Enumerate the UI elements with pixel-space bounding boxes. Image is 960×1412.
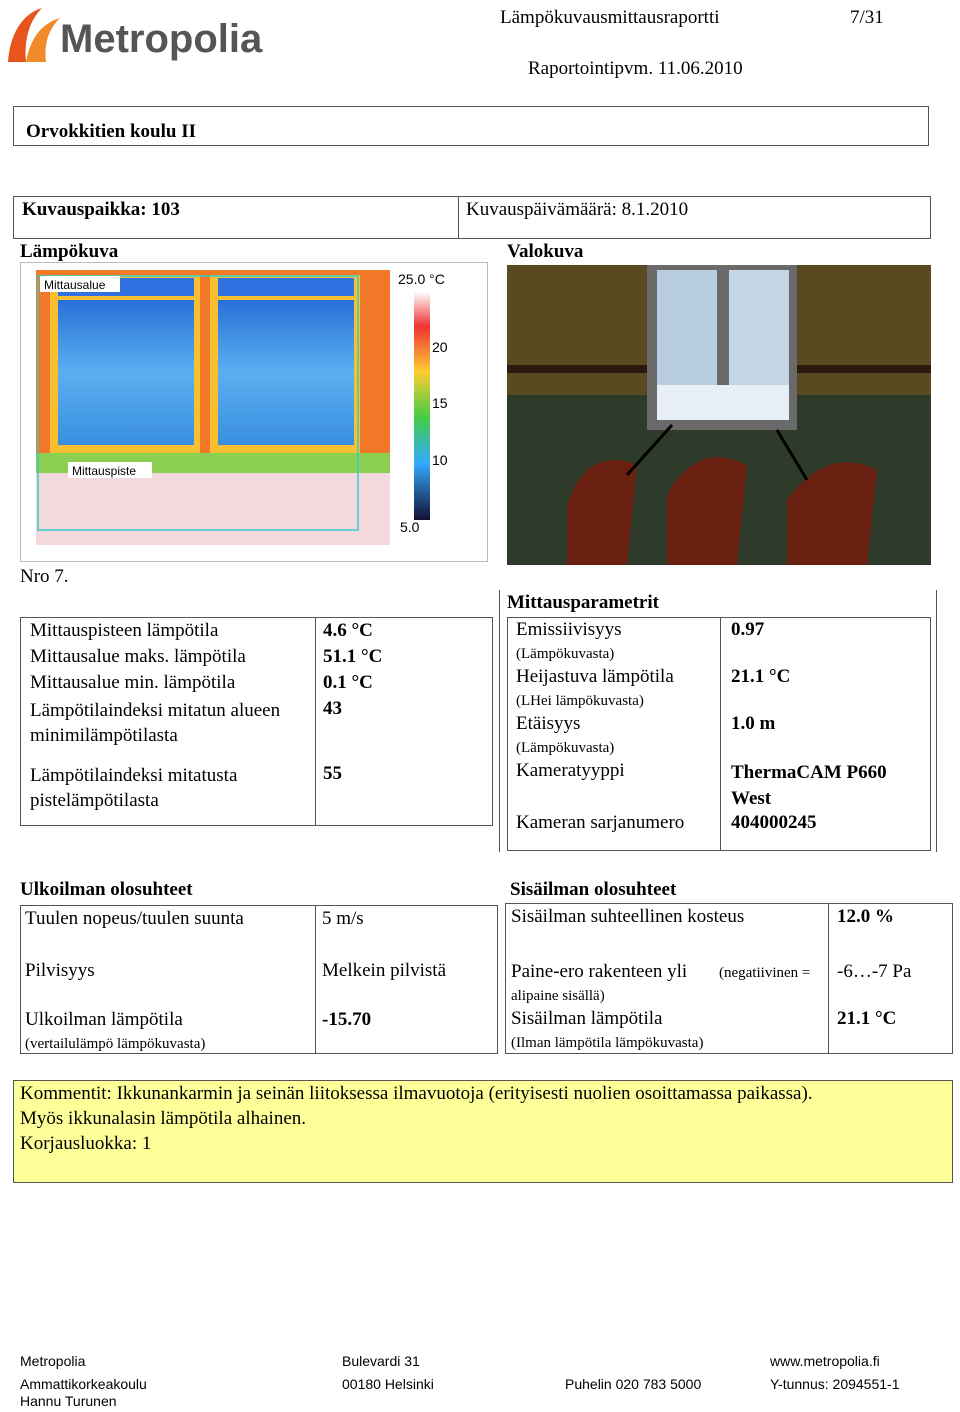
- param-value: 0.97: [731, 619, 765, 640]
- outdoor-box: [20, 905, 498, 1054]
- measure-label: Lämpötilaindeksi mitatusta pistelämpötil…: [30, 765, 238, 811]
- shoot-date: Kuvauspäivämäärä: 8.1.2010: [466, 199, 689, 220]
- scale-label: 15: [432, 395, 448, 411]
- divider: [828, 903, 829, 1054]
- param-sub: (Lämpökuvasta): [516, 740, 615, 756]
- page-number: 7/31: [850, 7, 884, 28]
- measure-value: 0.1 °C: [323, 672, 373, 693]
- spot-label: Mittauspiste: [72, 464, 136, 478]
- divider: [936, 590, 937, 852]
- divider: [499, 590, 500, 852]
- outdoor-label: Pilvisyys: [25, 960, 95, 981]
- param-value: ThermaCAM P660 West: [731, 762, 887, 809]
- area-label: Mittausalue: [44, 278, 106, 292]
- indoor-heading: Sisäilman olosuhteet: [510, 879, 677, 900]
- logo: Metropolia: [8, 8, 263, 62]
- photo-heading: Valokuva: [507, 241, 584, 262]
- site: Orvokkitien koulu II: [26, 121, 196, 142]
- outdoor-label: Ulkoilman lämpötila: [25, 1009, 183, 1030]
- param-heading: Mittausparametrit: [507, 592, 659, 613]
- measure-value: 51.1 °C: [323, 646, 383, 667]
- report-date: Raportointipvm. 11.06.2010: [528, 58, 743, 79]
- scale-label: 10: [432, 452, 448, 468]
- footer-link[interactable]: www.metropolia.fi: [770, 1353, 880, 1369]
- divider: [315, 905, 316, 1054]
- scale-label: 20: [432, 339, 448, 355]
- measure-value: 4.6 °C: [323, 620, 373, 641]
- indoor-value: 21.1 °C: [837, 1008, 897, 1029]
- title: Lämpökuvausmittausraportti: [500, 7, 720, 28]
- comment: Myös ikkunalasin lämpötila alhainen.: [20, 1108, 307, 1129]
- thermal-image: Mittausalue Mittauspiste 25.0 °C 20 15 1…: [36, 270, 486, 548]
- scale: 25.0 °C 20 15 10 5.0: [398, 271, 448, 535]
- footer: Hannu Turunen: [20, 1393, 117, 1409]
- measure-value: 55: [323, 763, 342, 784]
- param-box: [507, 617, 931, 851]
- indoor-sub: (negatiivinen = alipaine sisällä): [511, 965, 811, 1004]
- footer: Puhelin 020 783 5000: [565, 1376, 702, 1392]
- comment: Kommentit: Ikkunankarmin ja seinän liito…: [20, 1083, 813, 1104]
- photo: [507, 265, 931, 565]
- comment: Korjausluokka: 1: [20, 1133, 152, 1154]
- divider: [315, 617, 316, 826]
- divider: [458, 196, 459, 239]
- param-value: 21.1 °C: [731, 666, 791, 687]
- site-box: [13, 106, 929, 146]
- comment-box: [13, 1080, 953, 1183]
- param-sub: (LHei lämpökuvasta): [516, 693, 644, 709]
- outdoor-value: 5 m/s: [322, 908, 364, 929]
- param-label: Kameran sarjanumero: [516, 812, 685, 833]
- measure-label: Mittausalue min. lämpötila: [30, 672, 236, 693]
- indoor-sub: (Ilman lämpötila lämpökuvasta): [511, 1035, 704, 1051]
- info-box: [13, 196, 931, 239]
- number: Nro 7.: [20, 566, 69, 587]
- indoor-value: 12.0 %: [837, 906, 894, 927]
- scale-label: 25.0 °C: [398, 271, 445, 287]
- thermal-heading: Lämpökuva: [20, 241, 119, 262]
- divider: [720, 617, 721, 851]
- measure-label: Lämpötilaindeksi mitatun alueen minimilä…: [30, 700, 281, 746]
- logo-text: Metropolia: [60, 17, 263, 61]
- measure-label: Mittausalue maks. lämpötila: [30, 646, 246, 667]
- footer: Metropolia: [20, 1353, 86, 1369]
- param-sub: (Lämpökuvasta): [516, 646, 615, 662]
- outdoor-value: Melkein pilvistä: [322, 960, 447, 981]
- indoor-label: Sisäilman suhteellinen kosteus: [511, 906, 745, 927]
- param-label: Etäisyys: [516, 713, 581, 734]
- footer: 00180 Helsinki: [342, 1376, 434, 1392]
- outdoor-sub: (vertailulämpö lämpökuvasta): [25, 1036, 206, 1052]
- param-value: 404000245: [731, 812, 817, 833]
- param-label: Emissiivisyys: [516, 619, 622, 640]
- footer: Y-tunnus: 2094551-1: [770, 1376, 900, 1392]
- outdoor-heading: Ulkoilman olosuhteet: [20, 879, 193, 900]
- indoor-box: [505, 903, 953, 1054]
- location: Kuvauspaikka: 103: [22, 199, 180, 220]
- indoor-label: Sisäilman lämpötila: [511, 1008, 663, 1029]
- scale-label: 5.0: [400, 519, 420, 535]
- param-label: Kameratyyppi: [516, 760, 625, 781]
- footer: Bulevardi 31: [342, 1353, 420, 1369]
- measure-value: 43: [323, 698, 342, 719]
- measure-box: [20, 617, 493, 826]
- footer: Ammattikorkeakoulu: [20, 1376, 147, 1392]
- outdoor-label: Tuulen nopeus/tuulen suunta: [25, 908, 244, 929]
- param-label: Heijastuva lämpötila: [516, 666, 674, 687]
- indoor-value: -6…-7 Pa: [837, 961, 912, 982]
- measure-label: Mittauspisteen lämpötila: [30, 620, 219, 641]
- outdoor-value: -15.70: [322, 1009, 372, 1030]
- indoor-label: Paine-ero rakenteen yli: [511, 961, 688, 982]
- param-value: 1.0 m: [731, 713, 776, 734]
- thermal-frame: [20, 262, 488, 562]
